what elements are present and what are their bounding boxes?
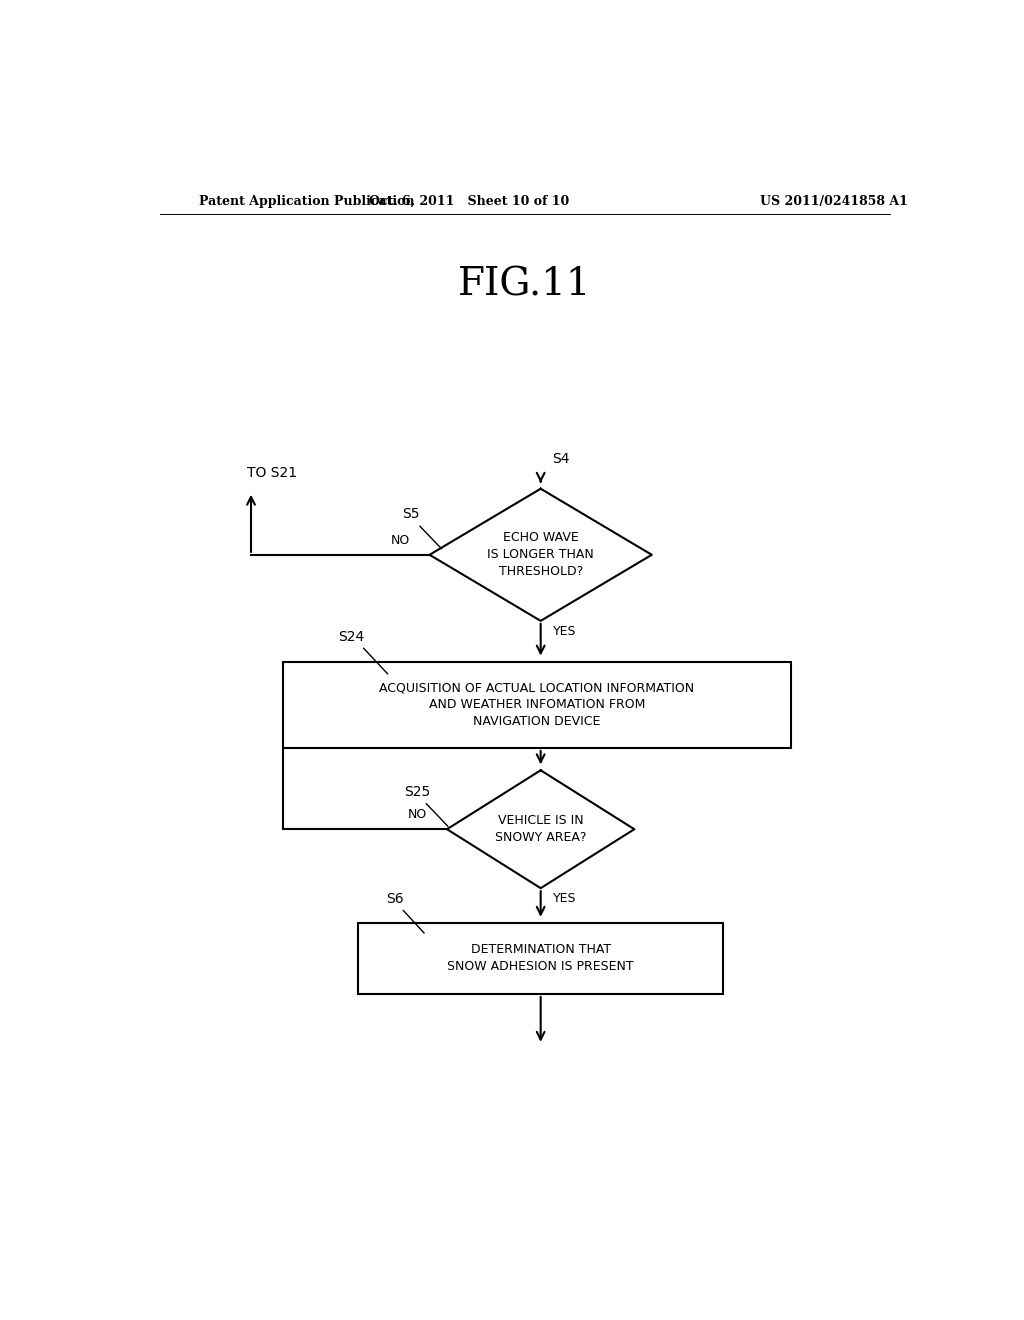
Text: YES: YES: [553, 624, 577, 638]
Text: S25: S25: [404, 784, 430, 799]
FancyBboxPatch shape: [283, 661, 791, 748]
Text: ACQUISITION OF ACTUAL LOCATION INFORMATION
AND WEATHER INFOMATION FROM
NAVIGATIO: ACQUISITION OF ACTUAL LOCATION INFORMATI…: [379, 681, 694, 729]
Text: S5: S5: [401, 507, 419, 521]
Text: Oct. 6, 2011   Sheet 10 of 10: Oct. 6, 2011 Sheet 10 of 10: [369, 194, 569, 207]
Text: VEHICLE IS IN
SNOWY AREA?: VEHICLE IS IN SNOWY AREA?: [495, 814, 587, 845]
Text: S6: S6: [386, 892, 403, 907]
Text: US 2011/0241858 A1: US 2011/0241858 A1: [761, 194, 908, 207]
Text: ECHO WAVE
IS LONGER THAN
THRESHOLD?: ECHO WAVE IS LONGER THAN THRESHOLD?: [487, 531, 594, 578]
Text: S24: S24: [338, 630, 365, 644]
Text: S4: S4: [553, 453, 570, 466]
Text: TO S21: TO S21: [247, 466, 297, 479]
Text: DETERMINATION THAT
SNOW ADHESION IS PRESENT: DETERMINATION THAT SNOW ADHESION IS PRES…: [447, 944, 634, 973]
Text: Patent Application Publication: Patent Application Publication: [200, 194, 415, 207]
Text: FIG.11: FIG.11: [458, 267, 592, 304]
Text: YES: YES: [553, 892, 577, 906]
FancyBboxPatch shape: [358, 923, 723, 994]
Text: NO: NO: [408, 808, 427, 821]
Text: NO: NO: [390, 533, 410, 546]
